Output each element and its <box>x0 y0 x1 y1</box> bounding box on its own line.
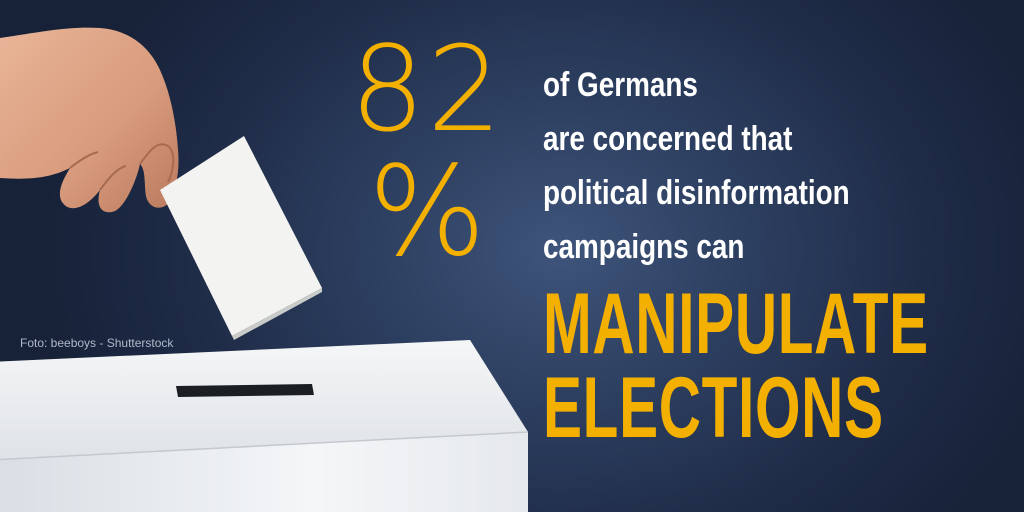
message-line: are concerned that <box>543 120 793 158</box>
message-line: of Germans <box>543 66 698 104</box>
hand-icon <box>0 27 179 213</box>
statistic-number: 82 <box>349 20 505 158</box>
ballot-box-icon <box>0 340 529 512</box>
ballot-paper-icon <box>160 136 322 340</box>
message-line: campaigns can <box>543 228 745 266</box>
headline-elections: ELECTIONS <box>543 360 884 456</box>
photo-credit: Foto: beeboys - Shutterstock <box>20 336 174 350</box>
headline-manipulate: MANIPULATE <box>543 276 929 372</box>
statistic-percent-sign: % <box>368 140 486 284</box>
message-line: political disinformation <box>543 174 850 212</box>
message-text: of Germans are concerned that political … <box>543 58 1013 456</box>
statistic: 82 % <box>332 30 522 274</box>
